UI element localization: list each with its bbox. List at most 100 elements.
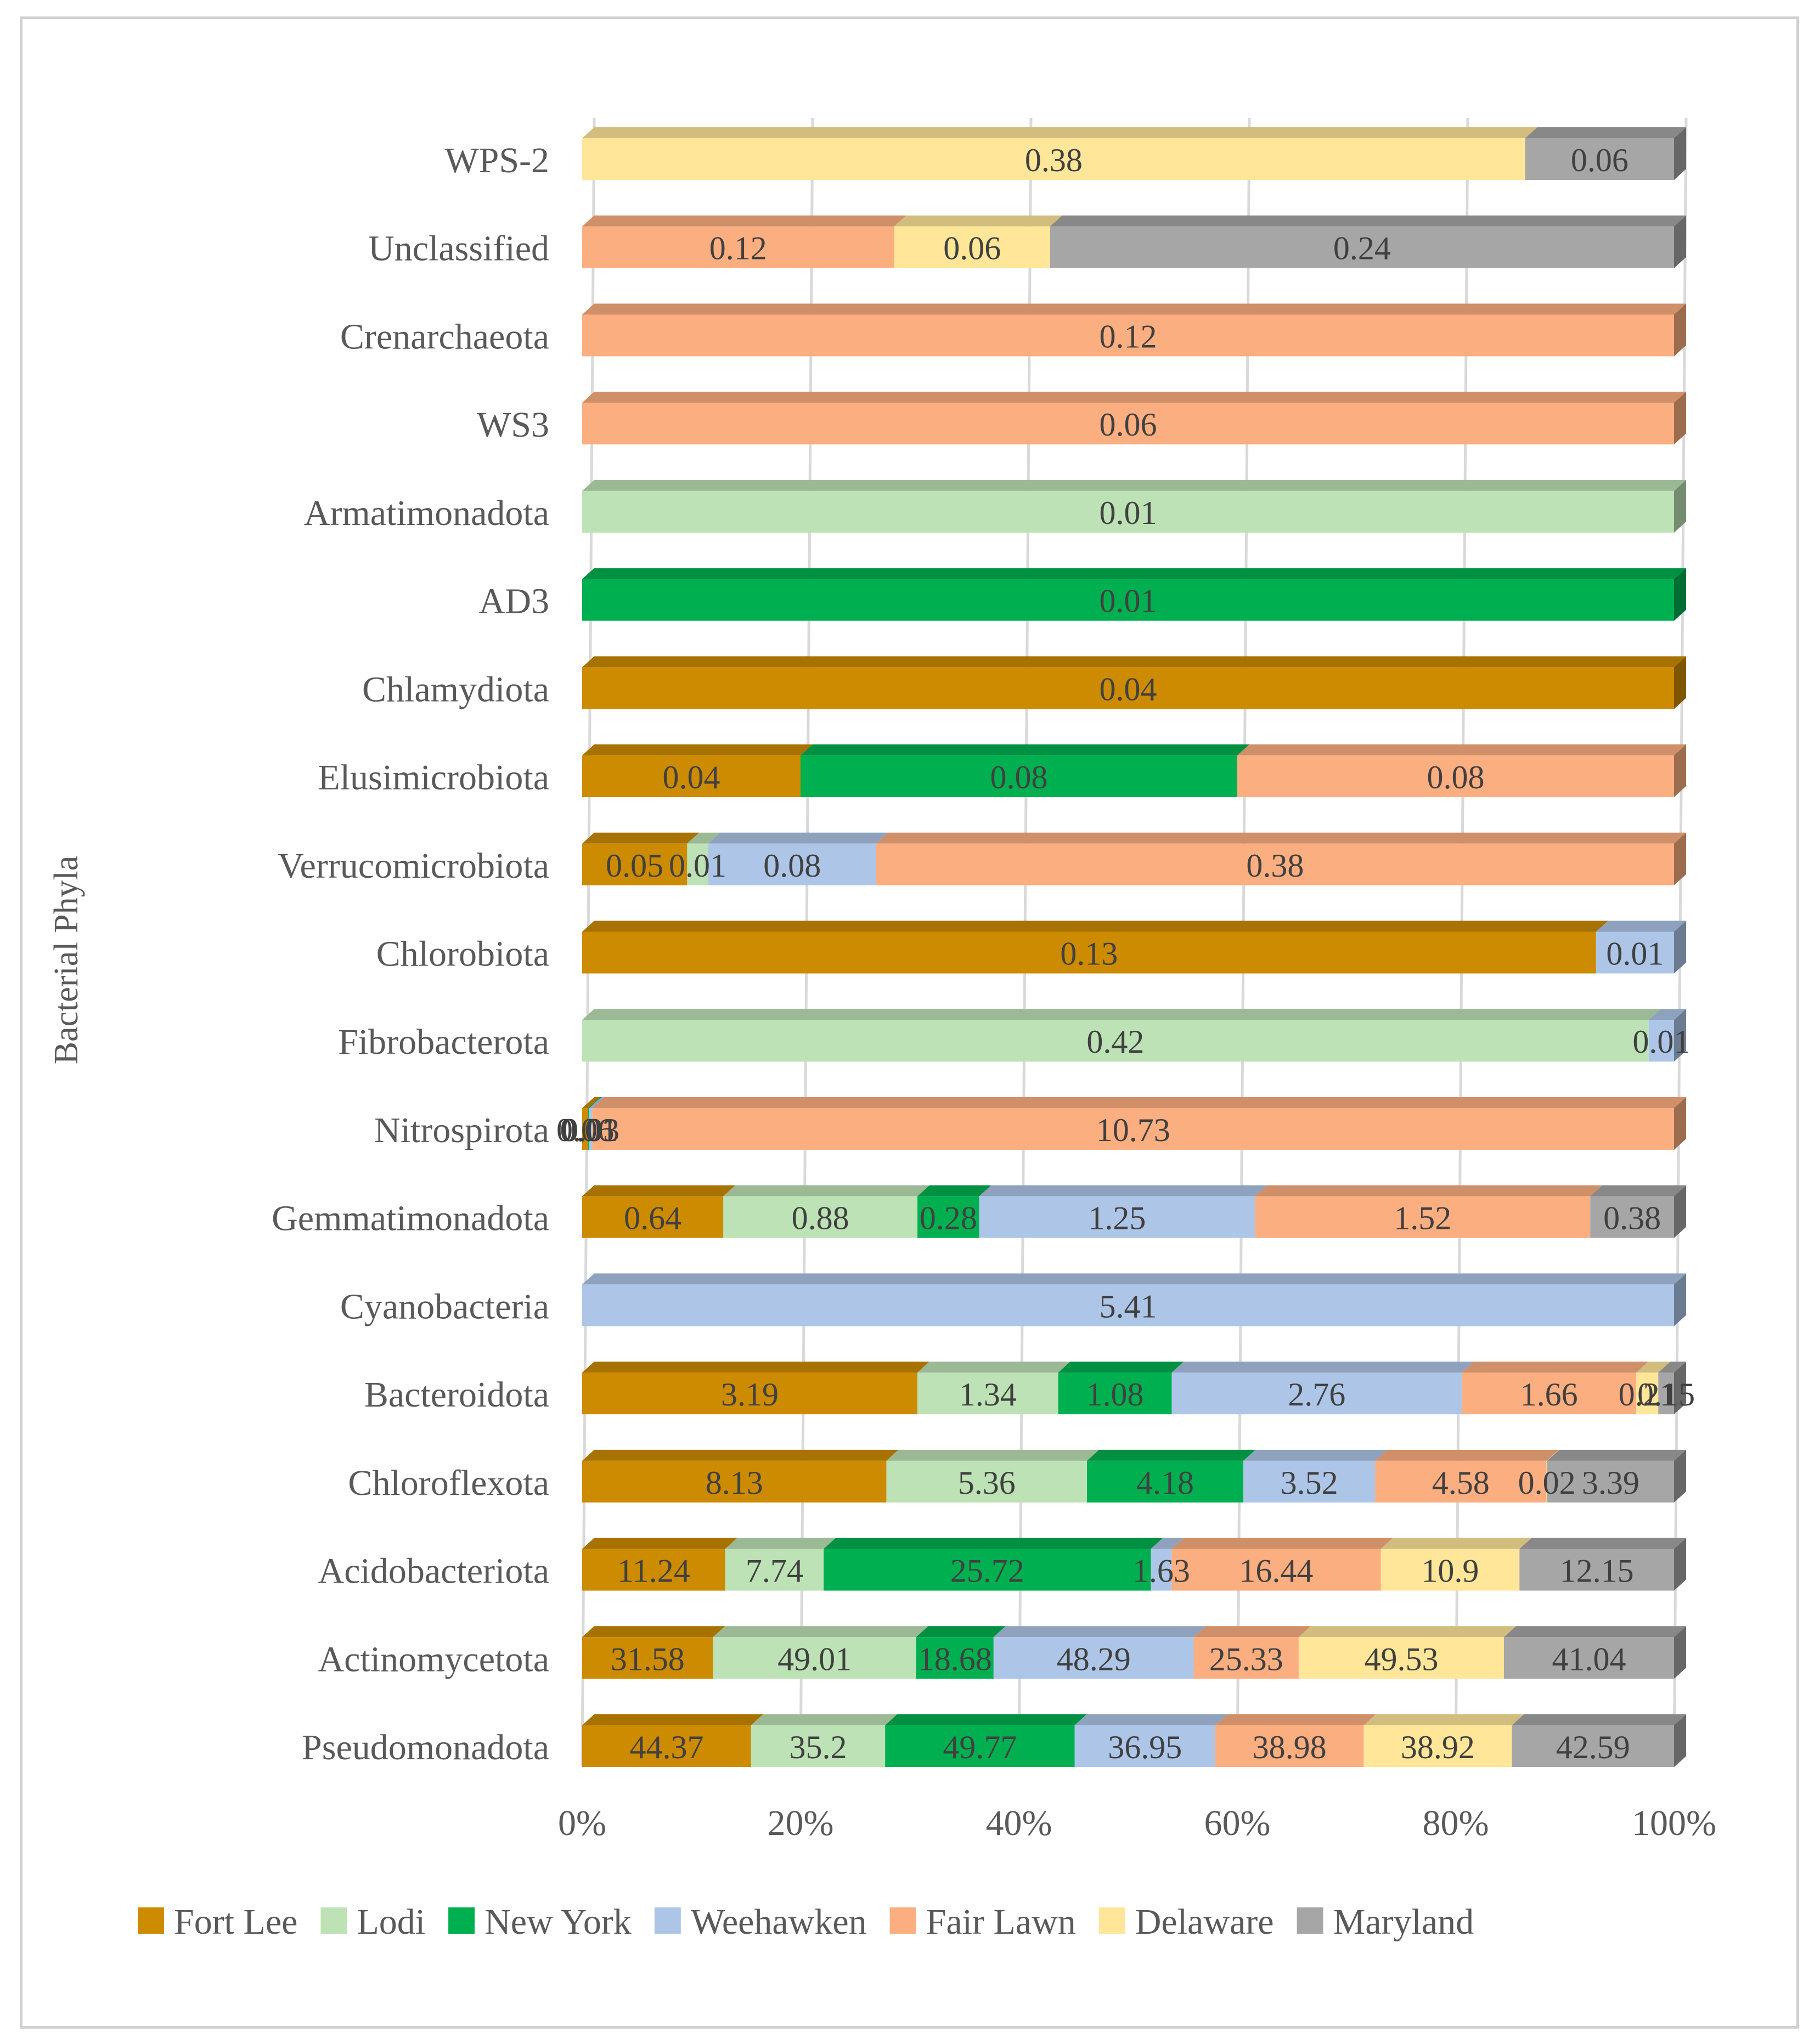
bar-segment-top xyxy=(917,1185,991,1196)
bar-segment-top xyxy=(824,1538,1163,1549)
bar-segment-top xyxy=(589,1097,605,1108)
bar-segment xyxy=(1648,1020,1674,1062)
bar-segment-top xyxy=(979,1185,1267,1196)
data-label: 0.01 xyxy=(560,1112,617,1148)
bar-segment-side xyxy=(1674,1097,1686,1150)
bar-segment-top xyxy=(592,1097,1686,1108)
bar-segment-top xyxy=(1658,1362,1686,1373)
bar-segment-top xyxy=(582,832,700,844)
data-label: 0.38 xyxy=(1025,142,1083,178)
bar-segment xyxy=(1151,1549,1172,1591)
category-label: Chlorobiota xyxy=(376,934,549,974)
category-label: Verrucomicrobiota xyxy=(278,846,549,886)
bar-segment-top xyxy=(993,1626,1206,1638)
bar-segment-side xyxy=(1674,832,1686,885)
bar-segment-top xyxy=(1462,1362,1649,1373)
bar-segment xyxy=(725,1549,824,1591)
data-label: 36.95 xyxy=(1108,1729,1182,1765)
bar-segment xyxy=(592,1108,1674,1150)
bar-segment xyxy=(751,1725,886,1767)
legend-label: Maryland xyxy=(1333,1902,1474,1942)
bar-segment-top xyxy=(582,1185,736,1196)
data-label: 0.03 xyxy=(562,1112,619,1148)
bar-segment xyxy=(582,1725,751,1767)
bar-segment-top xyxy=(713,1626,928,1638)
legend-swatch xyxy=(1297,1907,1323,1934)
bar-segment-top xyxy=(582,1097,601,1108)
category-label: WS3 xyxy=(477,405,549,445)
bar-segment-top xyxy=(1375,1449,1559,1461)
x-tick-label: 0% xyxy=(558,1803,606,1843)
bar-segment-top xyxy=(1381,1538,1532,1549)
legend-swatch xyxy=(1098,1907,1125,1934)
bar-segment-side xyxy=(1674,215,1686,268)
category-label: Pseudomonadota xyxy=(302,1727,549,1768)
data-label: 0.01 xyxy=(1100,495,1157,531)
data-label: 2.76 xyxy=(1288,1376,1345,1413)
data-label: 0.01 xyxy=(1632,1024,1690,1060)
bar-segment xyxy=(1171,1549,1381,1591)
data-label: 18.68 xyxy=(918,1641,992,1677)
bar-segment xyxy=(1636,1373,1659,1415)
legend-swatch xyxy=(889,1907,916,1934)
data-label: 49.01 xyxy=(777,1641,852,1677)
bar-segment-top xyxy=(582,1714,763,1725)
bar-segment-top xyxy=(1596,921,1686,932)
bar-segment-side xyxy=(1674,127,1686,180)
bar-segment xyxy=(1525,138,1674,180)
bar-segment xyxy=(582,314,1674,357)
bar-segment-top xyxy=(582,744,813,756)
bar-segment xyxy=(582,1108,589,1150)
legend-swatch xyxy=(654,1907,681,1934)
data-label: 1.66 xyxy=(1520,1376,1578,1413)
bar-segment-top xyxy=(723,1185,930,1196)
bar-segment-top xyxy=(876,832,1686,844)
bar-segment-top xyxy=(1512,1714,1686,1725)
data-label: 10.9 xyxy=(1421,1553,1479,1589)
bar-segment-side xyxy=(1674,303,1686,357)
data-label: 0.01 xyxy=(1606,936,1664,972)
category-label: Chlamydiota xyxy=(362,669,549,709)
category-label: Gemmatimonadota xyxy=(272,1199,549,1239)
data-label: 1.25 xyxy=(1088,1200,1146,1236)
bar-segment xyxy=(582,1460,887,1503)
bar-segment xyxy=(582,1196,724,1238)
y-axis-title: Bacterial Phyla xyxy=(48,856,85,1064)
bar-segment-top xyxy=(1648,1009,1686,1020)
bar-segment xyxy=(582,226,894,268)
data-label: 1.52 xyxy=(1394,1200,1451,1236)
bar-segment-top xyxy=(1519,1538,1686,1549)
category-label: Armatimonadota xyxy=(304,493,549,533)
bar-segment-top xyxy=(1547,1449,1686,1461)
bar-segment xyxy=(886,1460,1087,1503)
bar-segment-side xyxy=(1674,568,1686,621)
bar-segment-top xyxy=(751,1714,898,1725)
legend-label: Fort Lee xyxy=(174,1902,297,1942)
bar-segment xyxy=(582,843,688,885)
bar-segment xyxy=(1547,1460,1674,1503)
bar-segment-side xyxy=(1674,479,1686,533)
bar-segment xyxy=(582,755,801,798)
data-label: 0.06 xyxy=(1100,406,1157,443)
bar-segment xyxy=(1519,1549,1674,1591)
bar-segment-top xyxy=(1215,1714,1376,1725)
data-label: 3.52 xyxy=(1281,1465,1338,1501)
bar-segment xyxy=(876,843,1674,885)
bar-segment-side xyxy=(1674,1714,1686,1767)
bar-segment xyxy=(917,1373,1058,1415)
bar-segment xyxy=(1590,1196,1674,1238)
bar-segment-top xyxy=(1171,1538,1393,1549)
data-label: 0.08 xyxy=(1427,759,1485,795)
data-label: 0.42 xyxy=(1086,1024,1144,1060)
data-label: 0.64 xyxy=(624,1200,681,1236)
bar-segment xyxy=(723,1196,918,1238)
bar-segment xyxy=(1462,1373,1637,1415)
bar-segment-side xyxy=(1674,744,1686,798)
data-label: 1.08 xyxy=(1086,1376,1144,1413)
data-label: 49.77 xyxy=(943,1729,1017,1765)
data-label: 0.08 xyxy=(763,848,821,884)
bar-segment-top xyxy=(886,1449,1099,1461)
legend-label: Fair Lawn xyxy=(926,1902,1076,1942)
bar-segment-top xyxy=(582,1009,1661,1020)
bar-segment-top xyxy=(894,215,1062,227)
